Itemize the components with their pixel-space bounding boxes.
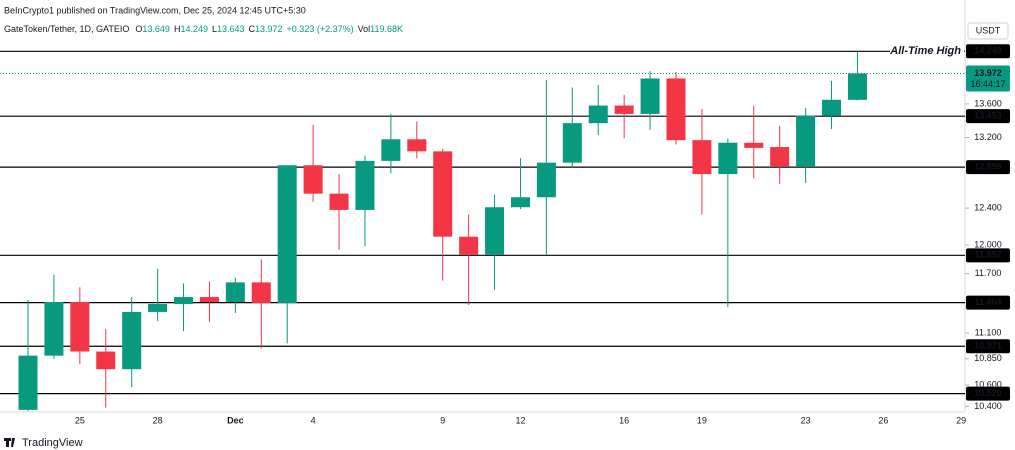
x-tick-label: 12 bbox=[515, 415, 525, 425]
candle-body bbox=[588, 105, 608, 124]
candle-body bbox=[666, 78, 686, 141]
legend-value: 13.972 bbox=[255, 24, 283, 34]
currency-box bbox=[967, 22, 1009, 40]
level-label-box bbox=[966, 339, 1010, 354]
x-tick-label: 19 bbox=[697, 415, 707, 425]
legend-volume-key: Vol bbox=[358, 24, 371, 34]
candle-body bbox=[847, 73, 867, 100]
x-tick-label: 26 bbox=[878, 415, 888, 425]
y-tick-label: 11.100 bbox=[975, 327, 1002, 337]
candle-body bbox=[303, 165, 323, 194]
symbol: GateToken/Tether, 1D, GATEIO bbox=[4, 24, 129, 34]
candle-body bbox=[225, 282, 245, 302]
candle-body bbox=[70, 301, 90, 352]
candle-body bbox=[510, 197, 530, 208]
candle-body bbox=[562, 123, 582, 163]
level-label: 10.520 bbox=[974, 388, 1002, 398]
publisher-line: BeInCrypto1 published on TradingView.com… bbox=[4, 5, 306, 15]
legend-value: 13.649 bbox=[142, 24, 170, 34]
level-label: 14.249 bbox=[974, 46, 1002, 56]
legend-key: C bbox=[249, 24, 256, 34]
x-tick-label: 9 bbox=[440, 415, 445, 425]
candle-body bbox=[277, 165, 297, 303]
annotation: All-Time High bbox=[889, 45, 961, 57]
candle-body bbox=[44, 301, 64, 356]
candle-body bbox=[640, 78, 660, 114]
level-label: 10.971 bbox=[974, 341, 1002, 351]
x-tick-label: 28 bbox=[153, 415, 163, 425]
level-label-box bbox=[966, 386, 1010, 401]
candle-body bbox=[381, 139, 401, 161]
legend-volume: 119.68K bbox=[370, 24, 403, 34]
x-tick-label: 29 bbox=[956, 415, 966, 425]
annotation-bg bbox=[890, 44, 964, 59]
y-tick-label: 13.200 bbox=[974, 132, 1002, 142]
legend-key: L bbox=[212, 24, 217, 34]
y-tick-label: 13.600 bbox=[974, 98, 1002, 108]
candle-body bbox=[18, 355, 38, 410]
candle-body bbox=[718, 142, 738, 175]
candle-body bbox=[96, 351, 116, 370]
candle-body bbox=[433, 151, 453, 237]
legend-key: H bbox=[174, 24, 181, 34]
candle-body bbox=[148, 303, 168, 312]
candle-body bbox=[122, 311, 142, 370]
level-label-box bbox=[966, 295, 1010, 310]
last-price-label: 13.972 bbox=[974, 68, 1002, 78]
candle-body bbox=[485, 207, 505, 255]
candle-body bbox=[174, 297, 194, 304]
x-tick-label: 16 bbox=[619, 415, 629, 425]
level-label-box bbox=[966, 44, 1010, 59]
candle-body bbox=[199, 297, 219, 302]
x-tick-label: 23 bbox=[801, 415, 811, 425]
level-label: 11.892 bbox=[974, 250, 1001, 260]
y-tick-label: 12.000 bbox=[974, 239, 1002, 249]
legend-change: +0.323 (+2.37%) bbox=[287, 24, 354, 34]
candle-body bbox=[614, 105, 634, 114]
level-label: 11.404 bbox=[974, 297, 1001, 307]
y-tick-label: 12.400 bbox=[974, 202, 1002, 212]
candle-body bbox=[796, 115, 816, 167]
x-tick-label: Dec bbox=[227, 415, 244, 425]
y-tick-label: 10.400 bbox=[974, 401, 1002, 411]
legend-key: O bbox=[135, 24, 142, 34]
countdown: 16:44:17 bbox=[970, 79, 1005, 89]
candle-body bbox=[329, 193, 349, 210]
candle-body bbox=[251, 282, 271, 303]
candle-body bbox=[744, 142, 764, 148]
level-label-box bbox=[966, 248, 1010, 263]
level-label: 13.453 bbox=[974, 111, 1002, 121]
symbol-legend: GateToken/Tether, 1D, GATEIO O13.649 H14.2… bbox=[4, 24, 403, 34]
logo-text: TradingView bbox=[22, 437, 83, 449]
y-tick-label: 11.700 bbox=[975, 268, 1002, 278]
candle-body bbox=[407, 139, 427, 152]
y-tick-label: 10.850 bbox=[974, 353, 1002, 363]
legend-value: 14.249 bbox=[180, 24, 208, 34]
y-tick-label: 10.600 bbox=[974, 379, 1002, 389]
legend-value: 13.643 bbox=[217, 24, 245, 34]
x-tick-label: 25 bbox=[75, 415, 85, 425]
level-label: 12.859 bbox=[974, 161, 1002, 171]
candle-body bbox=[459, 236, 479, 255]
candle-body bbox=[770, 147, 790, 167]
level-label-box bbox=[966, 160, 1010, 175]
candle-body bbox=[822, 99, 842, 116]
candle-body bbox=[536, 162, 556, 198]
candle-body bbox=[355, 160, 375, 210]
logo-icon bbox=[4, 438, 15, 447]
level-label-box bbox=[966, 109, 1010, 124]
currency: USDT bbox=[976, 25, 1001, 35]
candle-body bbox=[692, 140, 712, 175]
last-price-box bbox=[966, 65, 1010, 92]
x-tick-label: 4 bbox=[311, 415, 316, 425]
